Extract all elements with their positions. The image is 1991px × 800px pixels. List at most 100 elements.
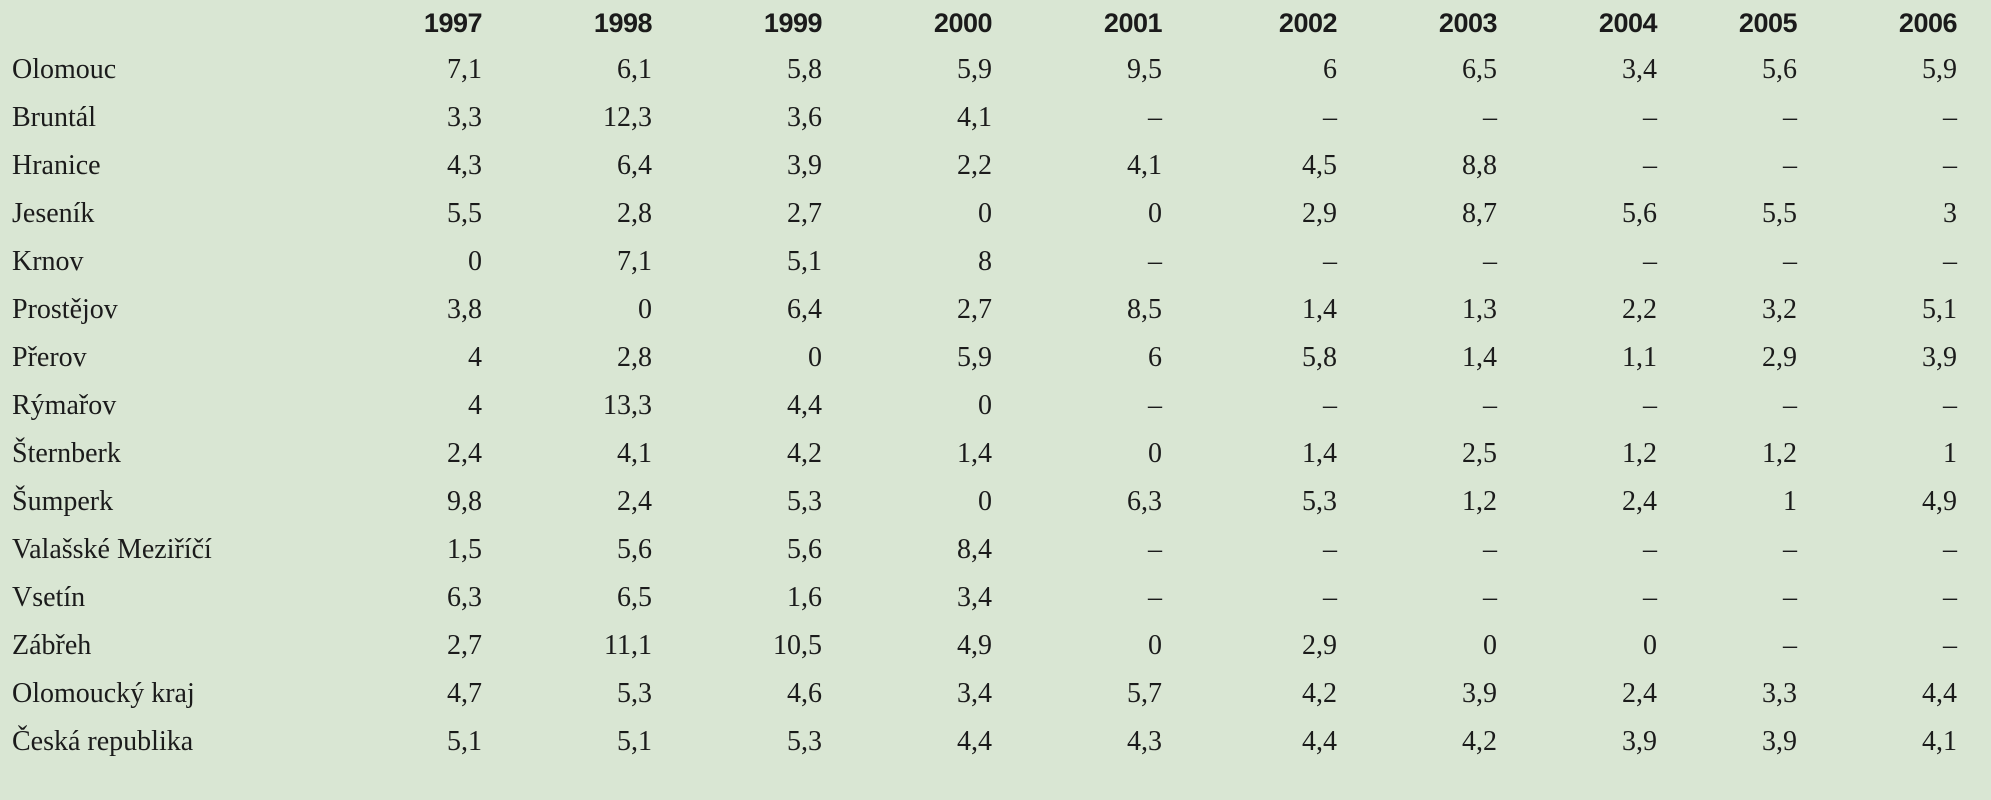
table-cell: 4,4 [957,726,992,757]
table-cell: – [1483,582,1497,613]
table-cell: 0 [1148,198,1162,229]
table-cell: 4,1 [957,102,992,133]
table-cell: 3,8 [447,294,482,325]
table-cell: 8,5 [1127,294,1162,325]
table-cell: – [1323,534,1337,565]
table-cell: 4,3 [1127,726,1162,757]
table-cell: 5,9 [957,342,992,373]
table-row: Česká republika 5,1 5,1 5,3 4,4 4,3 4,4 4,2 3,9 3… [12,718,1957,766]
table-row: Jeseník 5,5 2,8 2,7 0 0 2,9 8,7 5,6 5,5 3 [12,190,1957,238]
table-cell: 5,6 [1762,54,1797,85]
table-row: Olomoucký kraj 4,7 5,3 4,6 3,4 5,7 4,2 3,9 2,4 3,… [12,670,1957,718]
table-cell: 2,7 [957,294,992,325]
table-cell: 5,6 [1622,198,1657,229]
table-cell: 7,1 [447,54,482,85]
table-cell: 4,6 [787,678,822,709]
table-cell: – [1643,246,1657,277]
table-cell: 3,4 [1622,54,1657,85]
table-cell: – [1148,582,1162,613]
row-label: Olomoucký kraj [12,678,195,709]
year-header-3: 2000 [933,7,993,38]
table-cell: 6,3 [447,582,482,613]
table-cell: 3 [1943,198,1957,229]
table-cell: 5,1 [787,246,822,277]
row-label: Hranice [12,150,101,181]
table-cell: 2,4 [447,438,482,469]
table-cell: 2,2 [957,150,992,181]
table-cell: 5,6 [617,534,652,565]
year-header-4: 2001 [1103,7,1163,38]
table-cell: 5,9 [957,54,992,85]
table-cell: 2,8 [617,198,652,229]
table-cell: 1,4 [957,438,992,469]
year-header-8: 2005 [1738,7,1798,38]
table-cell: 0 [978,198,992,229]
row-label: Rýmařov [12,390,117,421]
table-cell: – [1323,582,1337,613]
table-cell: 0 [978,486,992,517]
table-cell: 5,1 [617,726,652,757]
year-header-5: 2002 [1278,7,1338,38]
row-label: Česká republika [12,726,194,757]
table-cell: 3,6 [787,102,822,133]
table-cell: 5,3 [787,486,822,517]
table-row: Hranice 4,3 6,4 3,9 2,2 4,1 4,5 8,8 – – – [12,142,1957,190]
table-cell: 4,9 [957,630,992,661]
row-label: Vsetín [12,582,86,613]
table-cell: 4,2 [1302,678,1337,709]
table-cell: – [1943,150,1957,181]
table-row: Valašské Meziříčí 1,5 5,6 5,6 8,4 – – – – – – [12,526,1957,574]
table-cell: 13,3 [603,390,652,421]
table-cell: 4,1 [1127,150,1162,181]
table-cell: – [1643,534,1657,565]
table-cell: – [1643,102,1657,133]
table-cell: 0 [1148,438,1162,469]
table-cell: – [1483,102,1497,133]
table-cell: – [1148,534,1162,565]
table-cell: 3,9 [1622,726,1657,757]
table-cell: 0 [1148,630,1162,661]
corner-cell [12,0,387,46]
table-cell: 2,8 [617,342,652,373]
table-cell: 6 [1148,342,1162,373]
row-label: Prostějov [12,294,118,325]
table-cell: 0 [978,390,992,421]
table-cell: 1 [1783,486,1797,517]
table-cell: 6,5 [617,582,652,613]
table-cell: 4,7 [447,678,482,709]
table-row: Rýmařov 4 13,3 4,4 0 – – – – – – [12,382,1957,430]
table-cell: 1 [1943,438,1957,469]
year-header-1: 1998 [593,7,653,38]
row-label: Přerov [12,342,87,373]
table-cell: 2,5 [1462,438,1497,469]
table-cell: 2,7 [447,630,482,661]
table-cell: 5,3 [617,678,652,709]
table-cell: 1,4 [1302,294,1337,325]
table-row: Vsetín 6,3 6,5 1,6 3,4 – – – – – – [12,574,1957,622]
row-label: Zábřeh [12,630,92,661]
table-cell: 0 [808,342,822,373]
table-cell: – [1483,390,1497,421]
table-cell: – [1483,534,1497,565]
row-label: Valašské Meziříčí [12,534,212,565]
table-cell: – [1783,246,1797,277]
table-cell: 3,4 [957,582,992,613]
table-cell: 5,5 [1762,198,1797,229]
year-header-6: 2003 [1438,7,1498,38]
table-cell: 4,4 [787,390,822,421]
table-row: Krnov 0 7,1 5,1 8 – – – – – – [12,238,1957,286]
table-cell: 6,1 [617,54,652,85]
table-cell: – [1323,102,1337,133]
table-cell: 2,9 [1302,198,1337,229]
table-cell: – [1643,150,1657,181]
table-cell: – [1783,534,1797,565]
table-cell: – [1943,534,1957,565]
table-cell: 3,3 [447,102,482,133]
table-cell: 6,3 [1127,486,1162,517]
table-cell: – [1783,102,1797,133]
table-cell: – [1943,102,1957,133]
table-row: Olomouc 7,1 6,1 5,8 5,9 9,5 6 6,5 3,4 5,6 5,9 [12,46,1957,94]
table-cell: 1,4 [1462,342,1497,373]
row-label: Krnov [12,246,84,277]
